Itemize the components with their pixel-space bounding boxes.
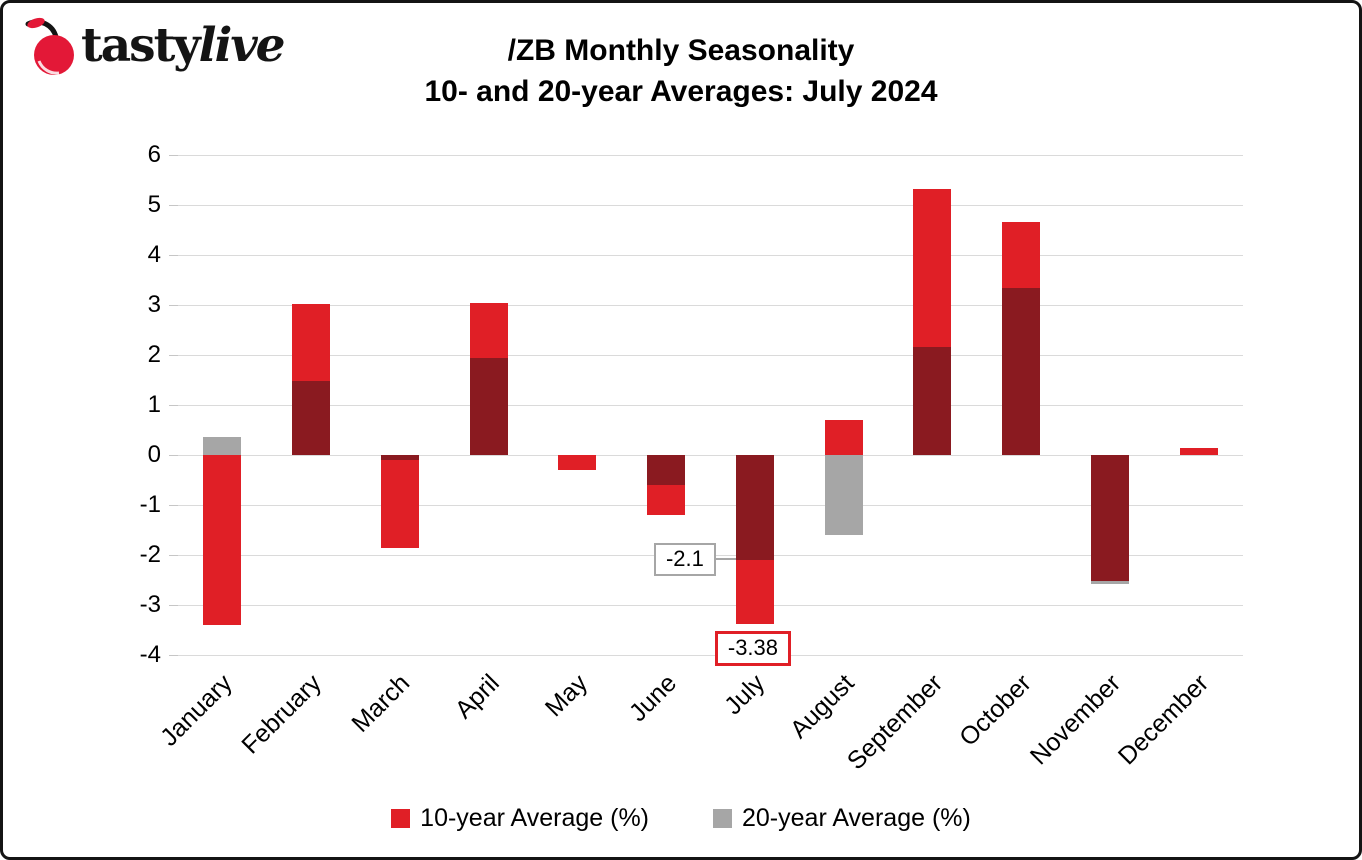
y-axis-tick	[169, 655, 178, 656]
x-axis-label-april: April	[449, 669, 505, 725]
legend-label-10yr: 10-year Average (%)	[420, 804, 649, 832]
tastylive-logo: tastylive	[23, 15, 286, 77]
bar-september-overlap	[913, 347, 952, 455]
callout-leader	[713, 558, 736, 560]
bar-march-overlap	[380, 455, 419, 460]
logo-live: live	[198, 18, 286, 73]
legend: 10-year Average (%) 20-year Average (%)	[3, 804, 1359, 833]
logo-tasty: tasty	[81, 18, 201, 73]
legend-item-20yr: 20-year Average (%)	[713, 804, 971, 833]
x-axis-label-january: January	[155, 669, 239, 752]
callout--3.38: -3.38	[714, 631, 792, 666]
y-axis-label: 5	[147, 191, 161, 218]
gridline	[178, 505, 1243, 506]
y-axis-label: 0	[147, 441, 161, 468]
bar-july-overlap	[735, 455, 774, 560]
y-axis-label: 3	[147, 291, 161, 318]
bar-august-10yr	[824, 420, 863, 455]
gridline	[178, 655, 1243, 656]
y-axis-tick	[169, 555, 178, 556]
bar-may-10yr	[558, 455, 597, 470]
callout--2.1: -2.1	[653, 543, 716, 576]
y-axis-label: -1	[139, 491, 161, 518]
gridline	[178, 205, 1243, 206]
y-axis-label: 6	[147, 141, 161, 168]
x-axis-label-october: October	[954, 669, 1037, 752]
y-axis-label: -3	[139, 591, 161, 618]
x-axis-label-august: August	[784, 669, 860, 744]
y-axis-label: 1	[147, 391, 161, 418]
y-axis-tick	[169, 505, 178, 506]
x-axis-label-march: March	[346, 669, 416, 738]
x-axis-label-june: June	[623, 669, 682, 728]
legend-label-20yr: 20-year Average (%)	[742, 804, 971, 832]
y-axis-tick	[169, 205, 178, 206]
y-axis-tick	[169, 405, 178, 406]
y-axis-tick	[169, 605, 178, 606]
bar-august-20yr	[824, 455, 863, 535]
bar-october-overlap	[1002, 287, 1041, 455]
logo-wordmark: tastylive	[81, 15, 286, 77]
x-axis-label-february: February	[236, 669, 327, 760]
chart-title: /ZB Monthly Seasonality 10- and 20-year …	[3, 31, 1359, 112]
title-line-1: /ZB Monthly Seasonality	[507, 34, 855, 67]
legend-swatch-10yr	[391, 809, 411, 828]
gridline	[178, 455, 1243, 456]
x-axis-label-november: November	[1024, 669, 1126, 771]
x-axis-label-september: September	[841, 669, 949, 776]
bar-march-10yr	[380, 455, 419, 548]
y-axis-tick	[169, 155, 178, 156]
gridline	[178, 405, 1243, 406]
y-axis-label: -4	[139, 641, 161, 668]
y-axis-tick	[169, 355, 178, 356]
cherry-icon	[25, 17, 74, 75]
plot-area: 6 5 4 3 2 1 0 -1 -2 -3 -4 January February March April…	[140, 141, 1243, 775]
title-line-2: 10- and 20-year Averages: July 2024	[424, 74, 938, 108]
bar-june-overlap	[647, 455, 686, 485]
y-axis-label: 4	[147, 241, 161, 268]
gridline	[178, 305, 1243, 306]
y-axis-tick	[169, 305, 178, 306]
x-axis-label-may: May	[539, 669, 594, 723]
x-axis-label-december: December	[1113, 669, 1215, 771]
bar-april-overlap	[469, 357, 508, 455]
x-axis-label-july: July	[719, 669, 771, 721]
y-axis-label: 2	[147, 341, 161, 368]
y-axis-tick	[169, 455, 178, 456]
gridline	[178, 605, 1243, 606]
bar-november-overlap	[1090, 455, 1129, 581]
bar-february-overlap	[292, 381, 331, 455]
bar-january-20yr	[203, 437, 242, 455]
gridline	[178, 355, 1243, 356]
gridline	[178, 155, 1243, 156]
legend-swatch-20yr	[713, 809, 732, 828]
y-axis-label: -2	[139, 541, 161, 568]
y-axis-tick	[169, 255, 178, 256]
gridline	[178, 255, 1243, 256]
legend-item-10yr: 10-year Average (%)	[391, 804, 649, 833]
bar-january-10yr	[203, 455, 242, 625]
bar-december-10yr	[1179, 447, 1218, 455]
